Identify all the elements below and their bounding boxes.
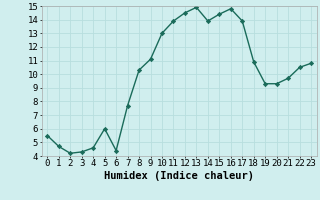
- X-axis label: Humidex (Indice chaleur): Humidex (Indice chaleur): [104, 171, 254, 181]
